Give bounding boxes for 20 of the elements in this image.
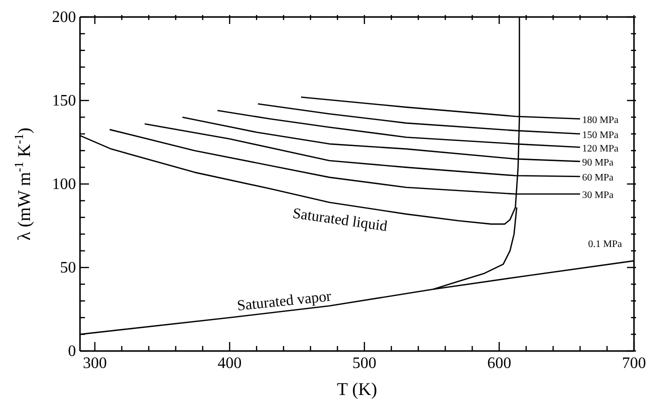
- x-tick-label: 600: [487, 355, 512, 372]
- x-tick-label: 400: [218, 355, 242, 372]
- x-axis-title: T (K): [336, 379, 378, 399]
- x-tick-label: 500: [352, 355, 376, 372]
- y-tick-label: 100: [52, 176, 76, 193]
- x-tick-label: 700: [622, 355, 646, 372]
- legend-label: 0.1 MPa: [588, 238, 623, 250]
- y-tick-label: 0: [68, 343, 76, 360]
- legend-label: 60 MPa: [582, 172, 614, 184]
- text: Saturated vapor: [236, 288, 332, 315]
- legend-label: 30 MPa: [582, 190, 614, 202]
- legend-label: 120 MPa: [582, 143, 620, 154]
- y-tick-label: 50: [60, 260, 76, 276]
- x-tick-label: 300: [82, 355, 107, 372]
- text: Saturated liquid: [292, 206, 389, 236]
- y-tick-label: 150: [52, 92, 76, 110]
- legend-label: 180 MPa: [582, 114, 620, 126]
- legend-label: 150 MPa: [582, 130, 620, 141]
- y-tick-label: 200: [52, 9, 76, 26]
- legend-label: 90 MPa: [582, 157, 614, 168]
